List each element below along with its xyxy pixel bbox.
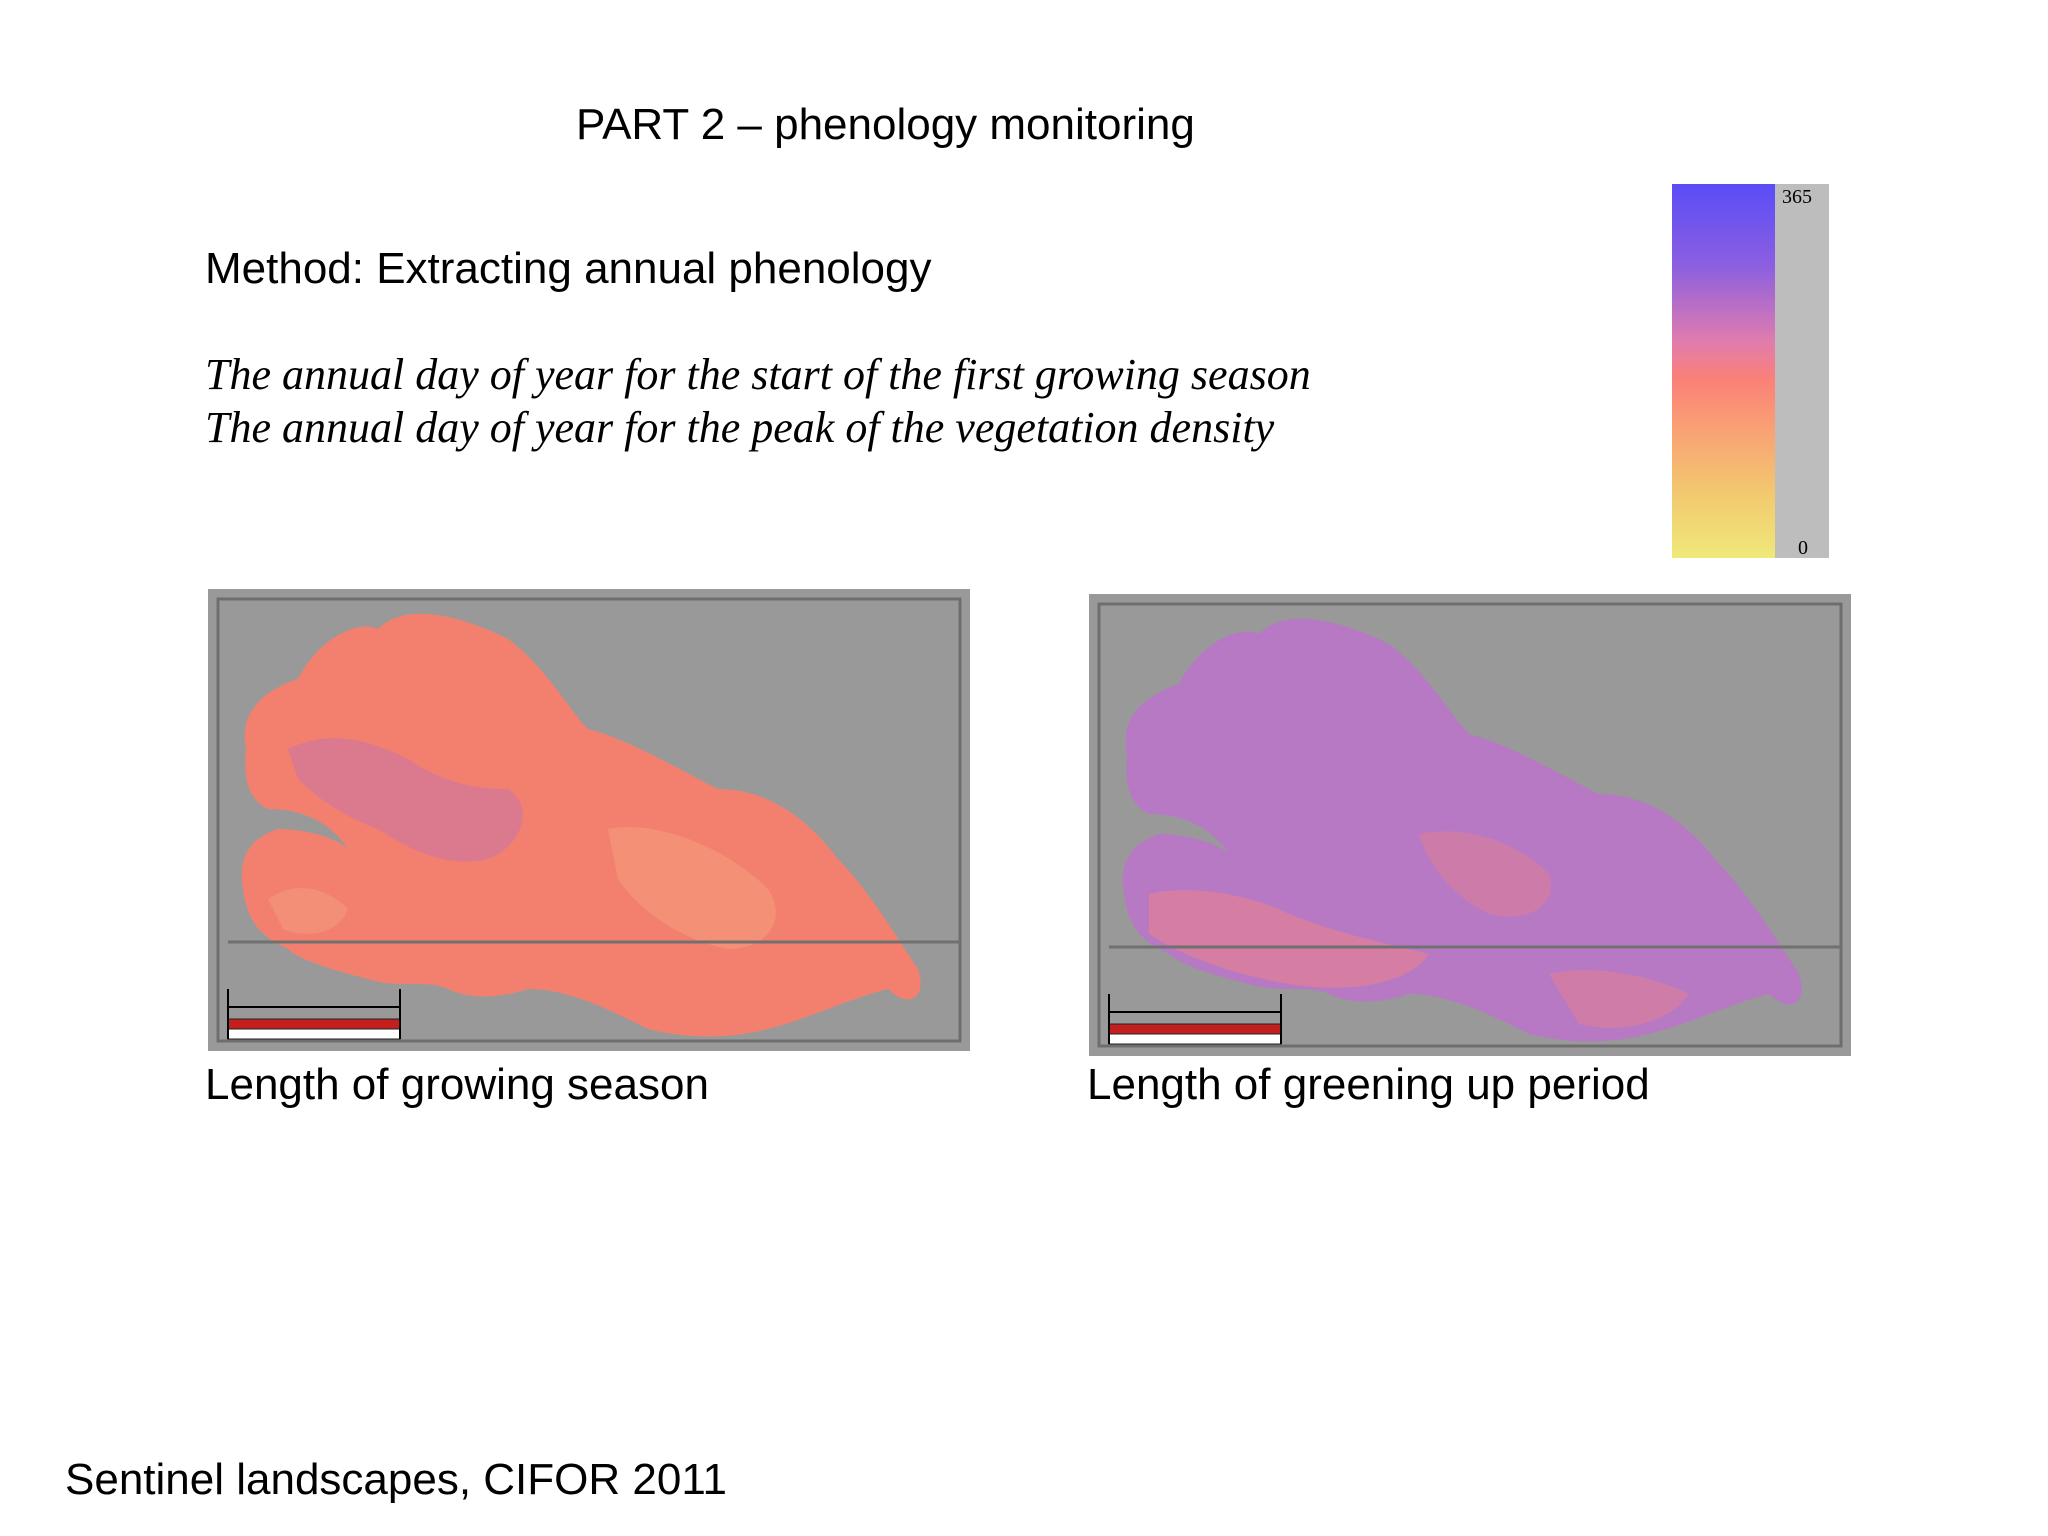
description-line: The annual day of year for the peak of t… [205, 403, 1275, 452]
legend-color-ramp [1672, 184, 1775, 558]
legend-label-bar [1775, 184, 1829, 558]
slide-title: PART 2 – phenology monitoring [576, 100, 1195, 149]
map-image [1097, 602, 1843, 1048]
map-caption: Length of growing season [205, 1060, 709, 1109]
scale-bar [1108, 1023, 1282, 1035]
scale-bar-white [1108, 1033, 1282, 1045]
map-greening-up-period [1089, 594, 1851, 1056]
footer-credit: Sentinel landscapes, CIFOR 2011 [65, 1455, 727, 1504]
method-heading: Method: Extracting annual phenology [205, 244, 932, 293]
scale-bar-white [227, 1028, 401, 1040]
map-region-variation [1149, 890, 1429, 988]
legend-max-label: 365 [1782, 186, 1812, 208]
map-region-variation [288, 738, 523, 862]
map-region-variation [268, 888, 348, 934]
map-region-variation [1549, 970, 1689, 1028]
map-region-shape [241, 613, 921, 1037]
map-growing-season [208, 589, 970, 1051]
scale-bar [227, 1018, 401, 1030]
description-line: The annual day of year for the start of … [205, 350, 1311, 399]
map-image [216, 597, 962, 1043]
description-lines: The annual day of year for the start of … [205, 348, 1311, 454]
map-region-shape [1122, 618, 1802, 1042]
map-caption: Length of greening up period [1087, 1060, 1650, 1109]
map-region-variation [1419, 831, 1551, 917]
color-legend: 365 0 [1672, 184, 1829, 559]
legend-min-label: 0 [1798, 537, 1808, 559]
map-region-variation [608, 827, 776, 949]
